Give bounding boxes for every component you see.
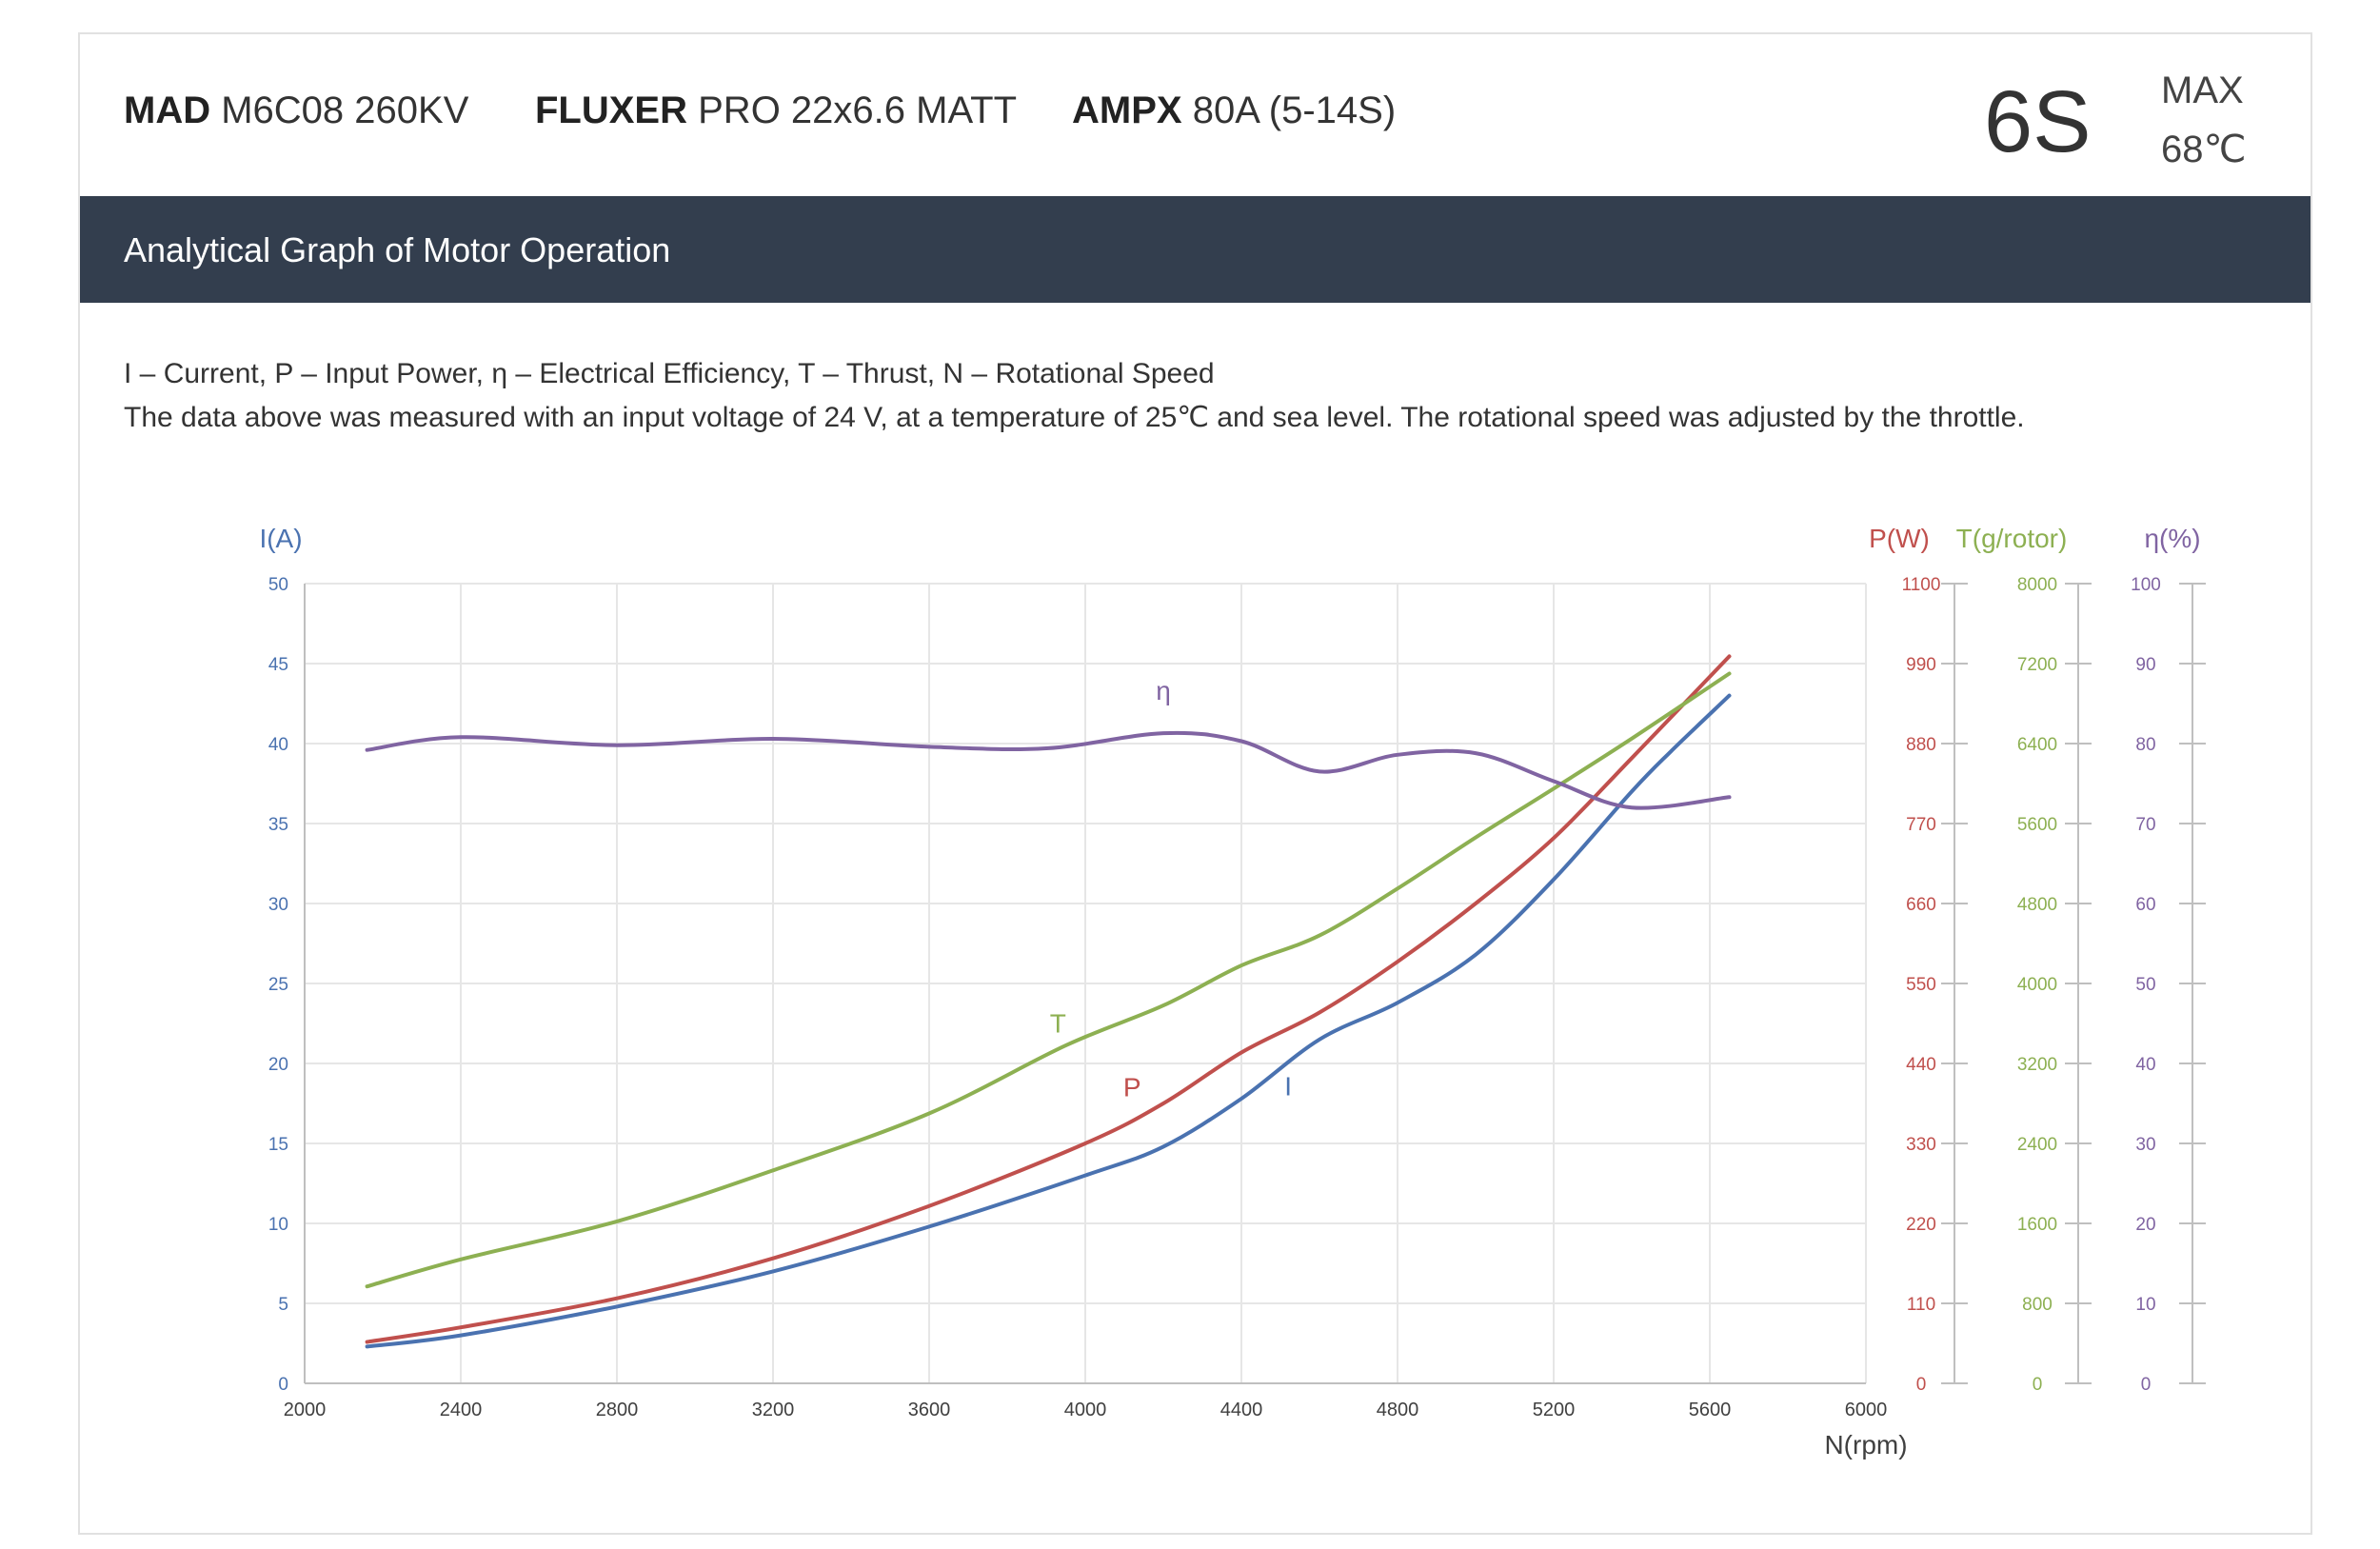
t-axis-title: T(g/rotor) [1956,524,2068,553]
t-tick-label: 2400 [2017,1135,2057,1155]
i-tick-label: 20 [268,1055,288,1075]
motor-spec: MAD M6C08 260KV [124,89,468,132]
motor-spec-card: MAD M6C08 260KV FLUXER PRO 22x6.6 MATT A… [78,32,2312,1535]
i-tick-label: 30 [268,895,288,915]
i-tick-label: 35 [268,815,288,835]
p-tick-label: 330 [1906,1135,1936,1155]
t-tick-label: 4800 [2017,895,2057,915]
i-tick-label: 45 [268,655,288,675]
p-tick-label: 110 [1907,1295,1935,1315]
eta-tick-label: 20 [2135,1215,2155,1235]
thrust-series-line [365,671,1732,1289]
p-tick-label: 1100 [1902,575,1941,595]
t-tick-label: 0 [2033,1375,2043,1395]
p-tick-label: 550 [1906,975,1936,995]
eta-tick-label: 70 [2135,815,2155,835]
esc-model: 80A (5-14S) [1192,89,1397,131]
power-label: P [1123,1072,1141,1102]
i-tick-label: 40 [268,735,288,755]
t-tick-label: 800 [2022,1295,2053,1315]
i-tick-label: 0 [278,1375,288,1395]
eta-tick-label: 30 [2135,1135,2155,1155]
current-series-line [365,693,1732,1349]
t-tick-label: 4000 [2017,975,2057,995]
legend-abbreviations: I – Current, P – Input Power, η – Electr… [124,358,1215,389]
propeller-spec: FLUXER PRO 22x6.6 MATT [535,89,1017,132]
esc-spec: AMPX 80A (5-14S) [1072,89,1396,132]
prop-model: PRO 22x6.6 MATT [698,89,1018,131]
power-series-line [365,654,1732,1344]
banner-title: Analytical Graph of Motor Operation [124,230,671,269]
x-axis-title: N(rpm) [1824,1430,1907,1460]
eta-tick-label: 50 [2135,975,2155,995]
x-tick-label: 6000 [1845,1400,1888,1420]
p-tick-label: 220 [1906,1215,1936,1235]
eta-tick-label: 40 [2135,1055,2155,1075]
max-label: MAX [2161,70,2244,111]
current-label: I [1284,1072,1292,1102]
i-axis-title: I(A) [259,524,302,553]
max-temperature: MAX 68℃ [2161,61,2246,179]
t-tick-label: 5600 [2017,815,2057,835]
t-tick-label: 6400 [2017,735,2057,755]
x-tick-label: 5600 [1689,1400,1732,1420]
eta-tick-label: 90 [2135,655,2155,675]
esc-brand: AMPX [1072,89,1182,131]
x-tick-label: 4800 [1377,1400,1419,1420]
x-tick-label: 2000 [284,1400,327,1420]
i-tick-label: 5 [278,1295,288,1315]
x-tick-label: 4000 [1064,1400,1107,1420]
eta-axis-title: η(%) [2144,524,2200,553]
x-tick-label: 4400 [1220,1400,1263,1420]
p-tick-label: 660 [1906,895,1936,915]
p-tick-label: 990 [1906,655,1936,675]
i-tick-label: 10 [268,1215,288,1235]
eta-tick-label: 60 [2135,895,2155,915]
i-tick-label: 15 [268,1135,288,1155]
eta-tick-label: 80 [2135,735,2155,755]
x-tick-label: 5200 [1533,1400,1576,1420]
i-tick-label: 25 [268,975,288,995]
motor-brand: MAD [124,89,211,131]
t-tick-label: 8000 [2017,575,2057,595]
max-temp-value: 68℃ [2161,129,2247,170]
x-tick-label: 3600 [908,1400,951,1420]
legend-conditions: The data above was measured with an inpu… [124,402,2025,433]
t-tick-label: 1600 [2017,1215,2057,1235]
p-tick-label: 440 [1906,1055,1936,1075]
efficiency-label: η [1156,676,1171,705]
section-banner: Analytical Graph of Motor Operation [80,196,2311,303]
x-tick-label: 2800 [596,1400,639,1420]
p-tick-label: 880 [1906,735,1936,755]
thrust-label: T [1050,1008,1066,1038]
p-tick-label: 770 [1906,815,1936,835]
t-tick-label: 7200 [2017,655,2057,675]
eta-tick-label: 100 [2131,575,2161,595]
cell-count: 6S [1984,73,2092,170]
eta-tick-label: 0 [2141,1375,2152,1395]
p-tick-label: 0 [1916,1375,1927,1395]
efficiency-series-line [365,730,1732,810]
prop-brand: FLUXER [535,89,687,131]
spec-header: MAD M6C08 260KV FLUXER PRO 22x6.6 MATT A… [80,34,2311,196]
x-tick-label: 3200 [752,1400,795,1420]
eta-tick-label: 10 [2135,1295,2155,1315]
i-tick-label: 50 [268,575,288,595]
t-tick-label: 3200 [2017,1055,2057,1075]
x-tick-label: 2400 [440,1400,483,1420]
p-axis-title: P(W) [1869,524,1930,553]
motor-model: M6C08 260KV [221,89,469,131]
